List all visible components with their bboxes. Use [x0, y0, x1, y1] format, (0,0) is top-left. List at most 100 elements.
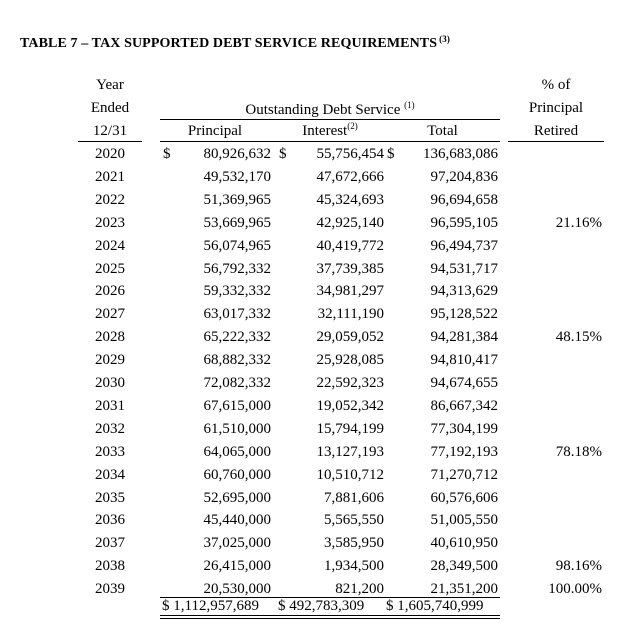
- row-principal: 60,760,000: [203, 466, 272, 483]
- row-year: 2030: [95, 375, 125, 391]
- row-total: 86,667,342: [430, 397, 499, 414]
- row-total: 97,204,836: [430, 168, 499, 185]
- header-interest: Interest(2): [275, 121, 385, 140]
- row-total: 28,349,500: [430, 558, 499, 575]
- row-total: 71,270,712: [430, 466, 499, 483]
- row-interest: 1,934,500: [324, 558, 384, 575]
- header-year-line3: 12/31: [92, 123, 128, 139]
- row-year: 2033: [95, 443, 125, 460]
- row-total: 94,313,629: [430, 283, 499, 300]
- row-principal: 56,074,965: [203, 237, 272, 254]
- row-total: 94,531,717: [430, 260, 499, 277]
- row-principal: 51,369,965: [203, 191, 272, 208]
- header-group-footnote: (1): [404, 100, 415, 110]
- header-pct-line2: Principal: [528, 100, 584, 116]
- row-total: 77,192,193: [430, 443, 499, 460]
- totals-top-rule: [160, 597, 500, 598]
- header-pct-line3: Retired: [533, 123, 579, 139]
- row-interest: 7,881,606: [324, 489, 384, 506]
- header-total: Total: [427, 123, 458, 139]
- row-principal: 53,669,965: [203, 214, 272, 231]
- header-rule-debt: [160, 141, 500, 142]
- header-year-line1: Year: [96, 77, 124, 93]
- row-total: 51,005,550: [430, 512, 499, 529]
- row-interest: 3,585,950: [324, 535, 384, 552]
- header-pct-line1: % of: [541, 77, 571, 93]
- row-principal: 80,926,632: [203, 146, 272, 162]
- row-interest: 13,127,193: [316, 443, 385, 460]
- row-total: 94,810,417: [430, 352, 499, 369]
- row-interest: 32,111,190: [317, 306, 384, 323]
- row-pct-retired: 21.16%: [555, 214, 602, 231]
- row-year: 2032: [95, 420, 125, 437]
- header-outstanding-debt-service: Outstanding Debt Service (1): [160, 100, 500, 119]
- row-total: 21,351,200: [430, 581, 499, 598]
- row-total: 96,595,105: [430, 214, 499, 231]
- row-year: 2020: [95, 146, 125, 162]
- title-footnote: (3): [439, 34, 450, 44]
- row-year: 2038: [95, 558, 125, 575]
- row-year: 2023: [95, 214, 125, 231]
- row-interest: 25,928,085: [316, 352, 385, 369]
- header-interest-footnote: (2): [347, 121, 358, 131]
- row-interest: 5,565,550: [324, 512, 384, 529]
- total-total: $ 1,605,740,999: [386, 598, 484, 614]
- row-year: 2028: [95, 329, 125, 346]
- row-interest: 22,592,323: [316, 375, 385, 391]
- total-principal: $ 1,112,957,689: [162, 598, 259, 614]
- row-interest: 40,419,772: [316, 237, 385, 254]
- row-principal: 61,510,000: [203, 420, 272, 437]
- row-total: 96,494,737: [430, 237, 499, 254]
- row-pct-retired: 100.00%: [548, 581, 602, 598]
- header-principal: Principal: [187, 123, 243, 139]
- header-interest-label: Interest: [302, 123, 348, 139]
- row-interest: 34,981,297: [316, 283, 385, 300]
- row-principal: 49,532,170: [203, 168, 272, 185]
- row-principal: 26,415,000: [203, 558, 272, 575]
- header-year-line2: Ended: [90, 100, 130, 116]
- row-total: 40,610,950: [430, 535, 499, 552]
- header-rule-pct: [508, 141, 604, 142]
- row-pct-retired: 48.15%: [555, 329, 602, 346]
- header-group-label: Outstanding Debt Service: [245, 102, 401, 118]
- row-interest: 15,794,199: [316, 420, 385, 437]
- row-principal: 59,332,332: [203, 283, 272, 300]
- row-year: 2036: [95, 512, 125, 529]
- row-interest: 55,756,454: [316, 146, 385, 162]
- total-interest: $ 492,783,309: [278, 598, 365, 614]
- row-principal: 63,017,332: [203, 306, 272, 323]
- row-year: 2029: [95, 352, 125, 369]
- row-year: 2026: [95, 283, 125, 300]
- row-year: 2025: [95, 260, 125, 277]
- currency-symbol: $: [387, 146, 395, 162]
- row-interest: 19,052,342: [316, 397, 385, 414]
- row-principal: 64,065,000: [203, 443, 272, 460]
- row-total: 95,128,522: [430, 306, 499, 323]
- row-interest: 29,059,052: [316, 329, 385, 346]
- row-principal: 65,222,332: [203, 329, 272, 346]
- row-principal: 72,082,332: [203, 375, 272, 391]
- group-underline: [160, 119, 500, 120]
- currency-symbol: $: [163, 146, 171, 162]
- row-year: 2037: [95, 535, 125, 552]
- row-total: 77,304,199: [430, 420, 499, 437]
- row-interest: 45,324,693: [316, 191, 385, 208]
- row-year: 2027: [95, 306, 125, 323]
- row-year: 2035: [95, 489, 125, 506]
- row-year: 2034: [95, 466, 125, 483]
- row-year: 2039: [95, 581, 125, 598]
- row-pct-retired: 78.18%: [555, 443, 602, 460]
- row-year: 2021: [95, 168, 125, 185]
- totals-double-rule-1: [160, 615, 500, 616]
- row-total: 136,683,086: [423, 146, 498, 162]
- table-title-text: TABLE 7 – TAX SUPPORTED DEBT SERVICE REQ…: [20, 36, 438, 51]
- row-principal: 52,695,000: [203, 489, 272, 506]
- row-principal: 67,615,000: [203, 397, 272, 414]
- row-total: 96,694,658: [430, 191, 499, 208]
- totals-double-rule-2: [160, 618, 500, 619]
- row-year: 2031: [95, 397, 125, 414]
- row-interest: 47,672,666: [316, 168, 385, 185]
- row-year: 2022: [95, 191, 125, 208]
- row-interest: 37,739,385: [316, 260, 385, 277]
- row-interest: 10,510,712: [316, 466, 385, 483]
